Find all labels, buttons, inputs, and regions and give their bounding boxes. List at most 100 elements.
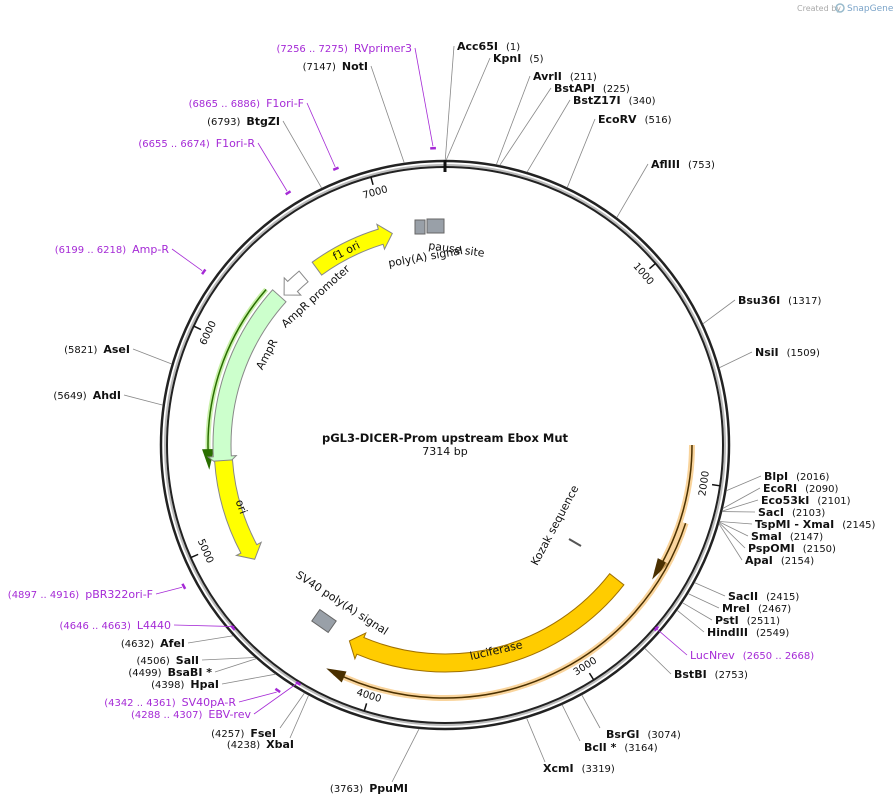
site-name: AfeI [160, 637, 185, 650]
primer-range: (4646 .. 4663) [59, 621, 131, 632]
site-name: NotI [342, 60, 368, 73]
site-position: (2154) [781, 556, 814, 567]
f1-ori-arrow [311, 223, 393, 276]
site-name: PpuMI [369, 782, 408, 795]
site-position: (6793) [207, 117, 240, 128]
site-name: PspOMI [748, 542, 795, 555]
site-position: (225) [603, 84, 630, 95]
site-name: SmaI [751, 530, 782, 543]
site-name: TspMI - XmaI [755, 518, 834, 531]
site-name: SacI [758, 506, 784, 519]
site-position: (1317) [788, 296, 821, 307]
tick-mark [363, 703, 368, 712]
cds-line [656, 444, 693, 573]
site-name: NsiI [755, 346, 779, 359]
primer-range: (4342 .. 4361) [104, 698, 176, 709]
site-name: SalI [176, 654, 199, 667]
site-line [496, 75, 531, 165]
sv40-box [311, 608, 337, 634]
site-line [282, 120, 323, 189]
site-name: BstBI [674, 668, 707, 681]
site-name: HindIII [707, 626, 748, 639]
site-name: ApaI [745, 554, 773, 567]
primer-mark [285, 190, 292, 196]
site-name: XcmI [543, 762, 574, 775]
site-position: (2467) [758, 604, 791, 615]
site-position: (4257) [211, 729, 244, 740]
site-position: (2511) [747, 616, 780, 627]
primer-line [306, 102, 336, 168]
site-position: (2103) [792, 508, 825, 519]
site-name: XbaI [266, 738, 294, 751]
site-name: PstI [715, 614, 739, 627]
logo: SnapGene [847, 4, 894, 14]
site-position: (2753) [715, 670, 748, 681]
feature-label: AmpR promoter [279, 262, 353, 330]
site-name: BtgZI [246, 115, 280, 128]
site-line [676, 610, 705, 633]
primer-range: (4897 .. 4916) [8, 590, 80, 601]
site-line [214, 658, 257, 673]
kozak-mark [568, 538, 582, 547]
site-name: BsaBI * [168, 666, 213, 679]
tick-mark [190, 553, 199, 559]
site-position: (5821) [64, 345, 97, 356]
site-line [289, 695, 309, 739]
site-position: (3074) [647, 730, 680, 741]
site-position: (516) [645, 115, 672, 126]
site-name: Acc65I [457, 40, 498, 53]
site-line [702, 299, 736, 325]
primer-name: F1ori-F [266, 97, 304, 110]
tick-mark [588, 672, 595, 681]
site-name: BlpI [764, 470, 788, 483]
site-position: (2415) [766, 592, 799, 603]
site-line [616, 163, 649, 218]
plasmid-name: pGL3-DICER-Prom upstream Ebox Mut [322, 431, 569, 445]
site-name: Bsu36I [738, 294, 780, 307]
site-position: (340) [629, 96, 656, 107]
primer-line [238, 691, 277, 703]
created-by: Created by [797, 4, 841, 13]
site-line [722, 499, 759, 512]
site-position: (4238) [227, 740, 260, 751]
primer-line [654, 627, 688, 656]
site-line [682, 602, 713, 621]
site-position: (3319) [582, 764, 615, 775]
feature-label: ori [233, 498, 250, 516]
primer-line [257, 142, 288, 192]
primer-name: pBR322ori-F [85, 588, 153, 601]
pause-box [426, 218, 445, 234]
site-name: KpnI [493, 52, 521, 65]
site-name: HpaI [190, 678, 219, 691]
tick-mark [648, 262, 656, 270]
primer-range: (7256 .. 7275) [276, 44, 348, 55]
site-line [132, 348, 172, 365]
site-name: EcoRI [763, 482, 797, 495]
cds-head [326, 668, 347, 683]
site-position: (4632) [121, 639, 154, 650]
site-position: (3763) [330, 784, 363, 795]
cds-line [333, 522, 687, 699]
site-position: (4398) [151, 680, 184, 691]
feature-label: SV40 poly(A) signal [293, 568, 390, 637]
site-name: AflIII [651, 158, 680, 171]
site-name: MreI [722, 602, 750, 615]
primer-name: SV40pA-R [182, 696, 237, 709]
site-line [123, 394, 163, 406]
site-position: (1) [506, 42, 520, 53]
site-name: SacII [728, 590, 758, 603]
primer-range: (4288 .. 4307) [131, 710, 203, 721]
site-line [221, 673, 276, 685]
site-name: EcoRV [598, 113, 637, 126]
primer-mark [332, 166, 340, 171]
site-line [719, 351, 753, 369]
site-line [526, 717, 546, 763]
site-line [688, 593, 720, 609]
site-name: Eco53kI [761, 494, 809, 507]
ampr-line [207, 289, 267, 462]
site-position: (3164) [624, 743, 657, 754]
site-line [718, 522, 746, 549]
primer-line [414, 47, 434, 147]
